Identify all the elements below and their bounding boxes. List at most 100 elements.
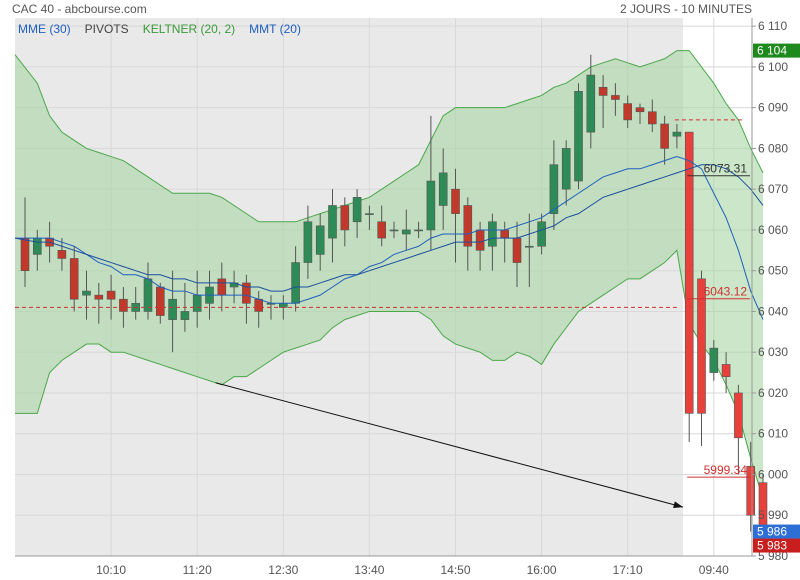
candle-body	[734, 392, 743, 439]
candle-body	[377, 221, 387, 239]
candle-body	[57, 250, 67, 259]
pivot-label: 5999.34	[704, 463, 748, 477]
candle-body	[340, 205, 350, 231]
candle-body	[623, 103, 633, 121]
price-tag-box	[753, 524, 800, 539]
trend-arrow-layer	[215, 382, 684, 508]
candle-body	[586, 74, 596, 133]
candle	[721, 352, 731, 393]
candle-body	[746, 466, 756, 516]
candle-body	[574, 91, 583, 182]
candle-body	[684, 131, 694, 414]
y-tick-label: 6 040	[758, 304, 788, 318]
y-tick-label: 6 090	[758, 101, 788, 115]
candle	[94, 282, 104, 324]
candle	[57, 238, 67, 271]
candle	[684, 131, 694, 442]
y-tick-label: 6 060	[758, 223, 788, 237]
pivot-label: 6043.12	[704, 285, 748, 299]
x-tick-label: 16:00	[527, 563, 557, 577]
price-tag: 6 104	[753, 43, 800, 58]
x-tick-label: 11:20	[183, 563, 212, 577]
candle	[537, 213, 546, 255]
y-tick-label: 6 030	[758, 345, 788, 359]
x-tick-label: 12:30	[268, 563, 298, 577]
candle	[242, 274, 251, 324]
candle	[647, 99, 657, 133]
x-tick-label: 13:40	[354, 563, 384, 577]
legend: MME (30) PIVOTS KELTNER (20, 2) MMT (20)	[18, 22, 301, 36]
price-tag-box	[753, 538, 800, 553]
y-tick-label: 6 010	[758, 427, 788, 441]
candle-body	[697, 278, 706, 414]
y-tick-label: 6 000	[758, 467, 788, 481]
candle	[709, 339, 719, 381]
candle	[586, 54, 596, 149]
candle-body	[180, 311, 190, 320]
candle	[389, 221, 399, 239]
candle	[561, 140, 571, 206]
x-tick-label: 09:40	[699, 563, 729, 577]
x-tick-label: 14:50	[440, 563, 470, 577]
candle-body	[451, 188, 460, 214]
price-tag-label: 5 986	[757, 525, 787, 539]
candle-body	[217, 278, 227, 296]
candle	[328, 189, 337, 263]
y-tick-label: 5 990	[758, 508, 788, 522]
candle-body	[672, 131, 682, 137]
legend-item-mme30[interactable]: MME (30)	[18, 22, 71, 36]
candle-body	[328, 205, 337, 239]
candle-body	[512, 237, 522, 263]
candle	[82, 270, 91, 320]
candle-body	[611, 95, 620, 100]
candle-body	[69, 258, 79, 300]
candle-body	[709, 347, 719, 373]
price-tag-label: 6 104	[757, 44, 787, 58]
y-tick-label: 6 050	[758, 264, 788, 278]
candle	[303, 205, 313, 279]
candle-body	[426, 180, 436, 231]
candle-body	[82, 290, 91, 296]
candle	[426, 115, 436, 251]
candle-body	[94, 294, 104, 300]
candle-body	[278, 303, 288, 308]
legend-item-keltner[interactable]: KELTNER (20, 2)	[142, 22, 236, 36]
candle	[340, 197, 350, 247]
y-tick-label: 6 070	[758, 182, 788, 196]
candle	[168, 270, 177, 353]
mme30-line	[14, 164, 764, 292]
keltner-upper-line	[14, 50, 764, 223]
candle-body	[143, 278, 153, 312]
candle-body	[475, 229, 485, 251]
legend-item-mmt20[interactable]: MMT (20)	[249, 22, 301, 36]
candle-body	[721, 364, 731, 377]
candle	[438, 148, 448, 230]
price-tag: 5 983	[753, 538, 800, 553]
axes-layer: 6 110 6 100 6 090 6 080 6 070 6 060 6 050 6 040…	[15, 18, 800, 577]
candle-body	[537, 221, 546, 247]
candle	[672, 123, 682, 149]
candle	[734, 384, 743, 475]
candle-body	[598, 86, 608, 96]
price-tag-label: 5 983	[757, 539, 787, 553]
candle	[69, 246, 79, 312]
candle-body	[389, 229, 399, 232]
candle-body	[438, 172, 448, 206]
candle	[488, 213, 497, 271]
y-tick-label: 6 100	[758, 60, 788, 74]
keltner-lower-line	[15, 249, 764, 500]
legend-item-pivots[interactable]: PIVOTS	[84, 22, 129, 36]
candle-body	[156, 286, 165, 316]
candle	[106, 274, 116, 320]
candle	[352, 189, 362, 239]
candle-body	[635, 107, 645, 113]
candle-body	[32, 237, 42, 255]
candle-body	[549, 164, 559, 214]
y-tick-label: 6 080	[758, 141, 788, 155]
candle	[401, 209, 411, 251]
pivots-layer: 6073.31 6043.12 5999.34	[15, 119, 750, 478]
y-tick-label: 6 110	[758, 19, 787, 33]
chart-period: 2 JOURS - 10 MINUTES	[619, 2, 752, 16]
